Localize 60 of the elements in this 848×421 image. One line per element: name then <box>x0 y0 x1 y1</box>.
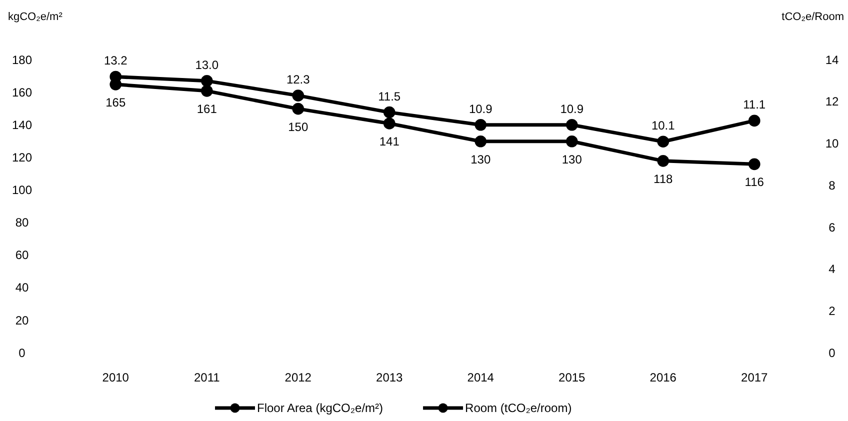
y-axis-title: kgCO₂e/m² <box>8 11 63 23</box>
legend-label: Room (tCO₂e/room) <box>465 401 572 415</box>
y2-tick-label: 10 <box>825 136 839 151</box>
point <box>292 90 304 102</box>
y-tick-label: 40 <box>15 280 29 295</box>
data-label: 118 <box>654 172 674 186</box>
data-label: 10.9 <box>468 102 493 116</box>
y-tick-label: 160 <box>12 85 32 100</box>
data-label: 10.9 <box>560 102 584 116</box>
legend-label: Floor Area (kgCO₂e/m²) <box>257 401 384 415</box>
y2-tick-label: 2 <box>828 304 836 318</box>
y-tick-label: 20 <box>15 313 29 328</box>
y2-tick-label: 6 <box>828 220 836 234</box>
x-tick-label: 2012 <box>284 370 312 385</box>
data-label: 130 <box>470 152 491 166</box>
x-tick-label: 2011 <box>194 370 220 385</box>
data-label: 11.1 <box>743 98 766 112</box>
x-tick-label: 2010 <box>102 370 130 385</box>
point <box>566 135 578 148</box>
point <box>200 75 213 87</box>
y2-tick-label: 0 <box>828 346 836 360</box>
point <box>657 155 670 167</box>
y-tick-label: 140 <box>12 118 32 132</box>
data-label: 150 <box>288 120 308 134</box>
x-tick-label: 2017 <box>741 370 768 385</box>
point <box>383 106 396 118</box>
y2-tick-label: 4 <box>828 262 836 276</box>
point <box>292 102 304 115</box>
y2-tick-label: 14 <box>825 52 839 67</box>
data-label: 10.1 <box>651 118 676 133</box>
data-label: 12.3 <box>286 72 310 87</box>
y2-tick-label: 8 <box>828 178 836 192</box>
point <box>657 136 670 148</box>
data-label: 116 <box>744 175 764 190</box>
point <box>474 118 487 131</box>
y-tick-label: 120 <box>12 150 32 165</box>
x-tick-label: 2013 <box>376 370 404 385</box>
point <box>383 118 396 130</box>
y-tick-label: 60 <box>15 248 29 262</box>
x-tick-label: 2015 <box>558 370 586 385</box>
point <box>474 135 487 148</box>
data-label: 161 <box>196 102 218 116</box>
y2-tick-label: 12 <box>825 94 839 109</box>
y-tick-label: 180 <box>12 52 32 67</box>
data-label: 141 <box>379 134 400 148</box>
y2-axis-title: tCO₂e/Room <box>782 11 844 23</box>
y-tick-label: 80 <box>15 216 29 230</box>
data-label: 13.0 <box>195 58 219 72</box>
y-tick-label: 100 <box>12 183 32 198</box>
data-label: 11.5 <box>378 89 401 104</box>
x-tick-label: 2016 <box>650 370 677 385</box>
point <box>748 114 760 127</box>
point <box>748 158 760 170</box>
point <box>200 85 213 97</box>
data-label: 13.2 <box>104 54 128 68</box>
point <box>566 118 578 131</box>
y-tick-label: 0 <box>18 346 26 360</box>
x-tick-label: 2014 <box>467 370 494 385</box>
data-label: 130 <box>562 152 582 166</box>
data-label: 165 <box>106 95 126 110</box>
